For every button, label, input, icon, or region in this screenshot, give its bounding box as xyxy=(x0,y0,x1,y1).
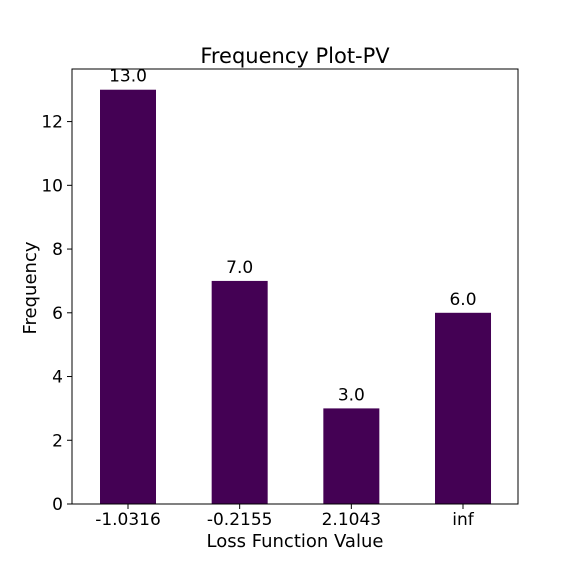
y-tick-label: 10 xyxy=(41,176,63,196)
y-tick-label: 12 xyxy=(41,113,63,133)
x-axis: -1.0316 -0.2155 2.1043 inf xyxy=(95,504,475,530)
y-axis: 0 2 4 6 8 10 12 xyxy=(41,113,72,515)
x-tick-label: -1.0316 xyxy=(95,510,161,530)
chart-title: Frequency Plot-PV xyxy=(200,44,390,68)
data-labels-group: 13.0 7.0 3.0 6.0 xyxy=(109,67,476,406)
y-axis-label: Frequency xyxy=(20,241,41,334)
data-label: 6.0 xyxy=(449,290,476,310)
y-tick-label: 2 xyxy=(52,431,63,451)
data-label: 3.0 xyxy=(338,385,365,405)
bar xyxy=(323,408,380,504)
x-tick-label: 2.1043 xyxy=(322,510,381,530)
x-tick-label: -0.2155 xyxy=(207,510,273,530)
bar xyxy=(211,280,268,504)
data-label: 7.0 xyxy=(226,258,253,278)
bar xyxy=(100,89,156,504)
plot-frame xyxy=(71,68,519,505)
y-tick-label: 0 xyxy=(52,495,63,515)
bar xyxy=(435,312,492,504)
x-axis-label: Loss Function Value xyxy=(207,531,384,552)
y-tick-label: 4 xyxy=(52,368,63,388)
y-tick-label: 8 xyxy=(52,240,63,260)
y-tick-label: 6 xyxy=(52,304,63,324)
data-label: 13.0 xyxy=(109,67,147,87)
bars-group xyxy=(100,89,492,504)
x-tick-label: inf xyxy=(452,510,474,530)
